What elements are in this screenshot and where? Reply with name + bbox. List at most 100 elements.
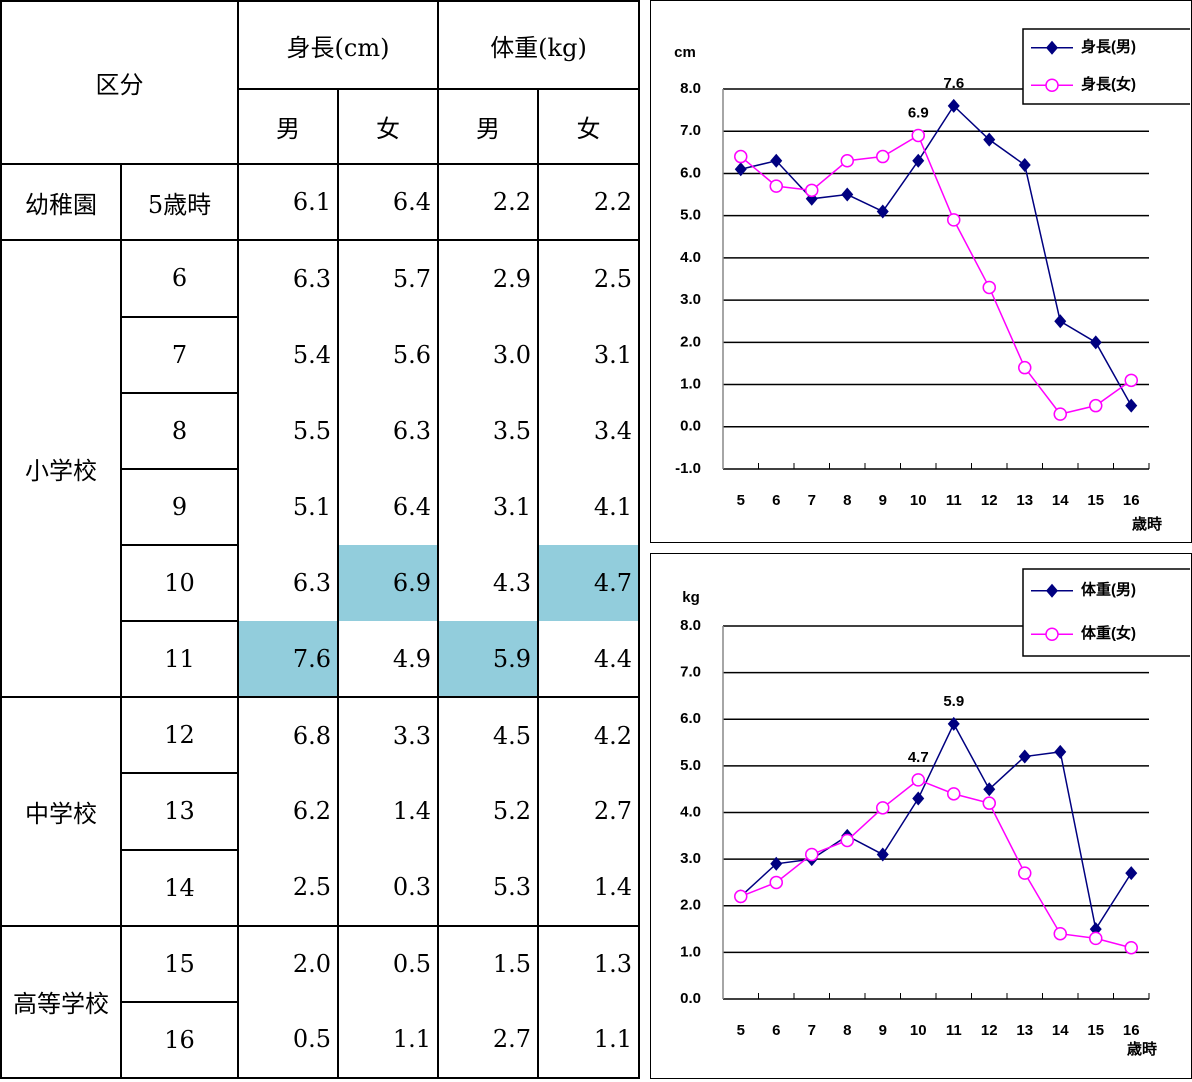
y-axis-label: cm xyxy=(674,44,696,61)
value-cell: 3.3 xyxy=(337,696,439,774)
y-tick-label: 1.0 xyxy=(680,376,701,393)
y-tick-label: 7.0 xyxy=(680,664,701,681)
data-point xyxy=(1125,866,1138,881)
value-cell: 1.4 xyxy=(337,773,439,850)
x-tick-label: 14 xyxy=(1052,492,1069,509)
age-cell: 9 xyxy=(120,467,239,546)
value-cell: 1.1 xyxy=(337,1001,439,1080)
data-point xyxy=(1125,398,1138,413)
y-tick-label: 2.0 xyxy=(680,897,701,914)
y-tick-label: 6.0 xyxy=(680,710,701,727)
table-row: 7 5.4 5.6 3.0 3.1 xyxy=(1,315,641,394)
y-tick-label: 6.0 xyxy=(680,164,701,181)
data-point xyxy=(840,154,854,168)
x-tick-label: 9 xyxy=(879,1022,887,1039)
data-point xyxy=(1053,926,1067,941)
legend-box xyxy=(1022,568,1192,657)
x-tick-label: 5 xyxy=(737,492,745,509)
value-cell: 4.4 xyxy=(536,621,641,699)
header-cell: 男 xyxy=(237,88,339,166)
header-row: 男女男女 xyxy=(1,88,641,166)
value-cell: 4.9 xyxy=(337,621,439,699)
data-point xyxy=(769,875,783,890)
data-point xyxy=(1053,407,1067,421)
data-point xyxy=(1018,360,1032,375)
data-point xyxy=(1018,866,1032,880)
y-tick-label: 4.0 xyxy=(680,803,701,820)
value-cell: 1.3 xyxy=(536,924,641,1002)
data-point xyxy=(911,773,925,787)
x-tick-label: 8 xyxy=(843,492,851,509)
value-cell: 6.9 xyxy=(337,544,439,622)
data-point xyxy=(1054,744,1067,759)
chart: cm 歳時 -1.0 0.0 1.0 2.0 3.0 4.0 5.0 6.0 7.0 8.0 5 6 7 8 9… xyxy=(674,28,1192,533)
value-cell: 1.1 xyxy=(536,1001,641,1080)
value-cell: 6.3 xyxy=(237,239,339,317)
y-axis-label: kg xyxy=(682,589,700,606)
age-cell: 10 xyxy=(120,543,239,623)
y-tick-label: 8.0 xyxy=(680,80,701,97)
table-row: 小学校 6 6.3 5.7 2.9 2.5 xyxy=(0,239,641,699)
y-tick-label: 5.0 xyxy=(680,207,701,224)
series-line xyxy=(740,779,1132,949)
data-point xyxy=(734,149,748,164)
data-point xyxy=(1054,314,1067,329)
data-point xyxy=(1124,940,1138,955)
legend-label: 体重(女) xyxy=(1081,624,1136,642)
x-tick-label: 11 xyxy=(946,492,962,509)
value-cell: 4.2 xyxy=(536,696,641,774)
y-tick-label: 0.0 xyxy=(680,990,701,1007)
data-point xyxy=(805,183,819,198)
group-cell: 幼稚園 xyxy=(0,163,122,242)
legend-label: 体重(男) xyxy=(1081,581,1136,599)
x-tick-label: 10 xyxy=(910,492,927,509)
data-point xyxy=(876,149,890,164)
table-row: 16 0.5 1.1 2.7 1.1 xyxy=(1,1000,641,1080)
age-cell: 13 xyxy=(120,772,239,851)
header-cell: 男 xyxy=(437,88,539,166)
value-cell: 2.5 xyxy=(237,849,339,927)
x-tick-label: 15 xyxy=(1087,1022,1104,1039)
data-point xyxy=(1089,335,1102,350)
y-tick-label: -1.0 xyxy=(675,460,701,477)
value-cell: 6.3 xyxy=(337,392,439,469)
group-cell: 小学校 xyxy=(0,239,122,699)
data-table: 区分 身長(cm) 体重(kg) 男女男女幼稚園 5歳時 6.1 6.4 2.2 2.2 小学校 6… xyxy=(0,0,641,1080)
value-cell: 6.1 xyxy=(237,163,339,242)
age-cell: 8 xyxy=(120,391,239,470)
data-point xyxy=(770,856,783,871)
group-cell: 中学校 xyxy=(0,696,122,927)
x-axis-label: 歳時 xyxy=(1127,1040,1157,1058)
table-row: 13 6.2 1.4 5.2 2.7 xyxy=(1,772,641,851)
value-cell: 1.5 xyxy=(437,924,539,1002)
value-cell: 3.4 xyxy=(536,392,641,469)
value-cell: 6.4 xyxy=(337,468,439,545)
data-point xyxy=(769,179,783,193)
data-point xyxy=(982,280,996,295)
value-cell: 3.5 xyxy=(437,392,539,469)
table-row: 10 6.3 6.9 4.3 4.7 xyxy=(1,543,641,623)
y-tick-label: 8.0 xyxy=(680,617,701,634)
x-tick-label: 12 xyxy=(981,1022,998,1039)
data-point xyxy=(1089,931,1103,946)
data-point xyxy=(1089,398,1103,413)
value-cell: 5.9 xyxy=(437,621,539,699)
x-tick-label: 11 xyxy=(946,1022,962,1039)
header-cell: 女 xyxy=(337,88,439,166)
group-cell: 高等学校 xyxy=(0,924,122,1080)
data-point xyxy=(912,791,925,806)
x-tick-label: 6 xyxy=(772,492,780,509)
value-cell: 7.6 xyxy=(237,621,339,699)
value-cell: 3.1 xyxy=(437,468,539,545)
value-cell: 4.1 xyxy=(536,468,641,545)
table-row: 中学校 12 6.8 3.3 4.5 4.2 xyxy=(0,696,641,927)
x-tick-label: 15 xyxy=(1087,492,1104,509)
series-line xyxy=(740,722,1132,932)
x-tick-label: 7 xyxy=(808,1022,816,1039)
y-tick-label: 7.0 xyxy=(680,122,701,139)
value-cell: 2.2 xyxy=(536,163,641,242)
x-axis-label: 歳時 xyxy=(1132,515,1162,533)
data-point xyxy=(734,889,748,904)
x-tick-label: 16 xyxy=(1123,492,1140,509)
